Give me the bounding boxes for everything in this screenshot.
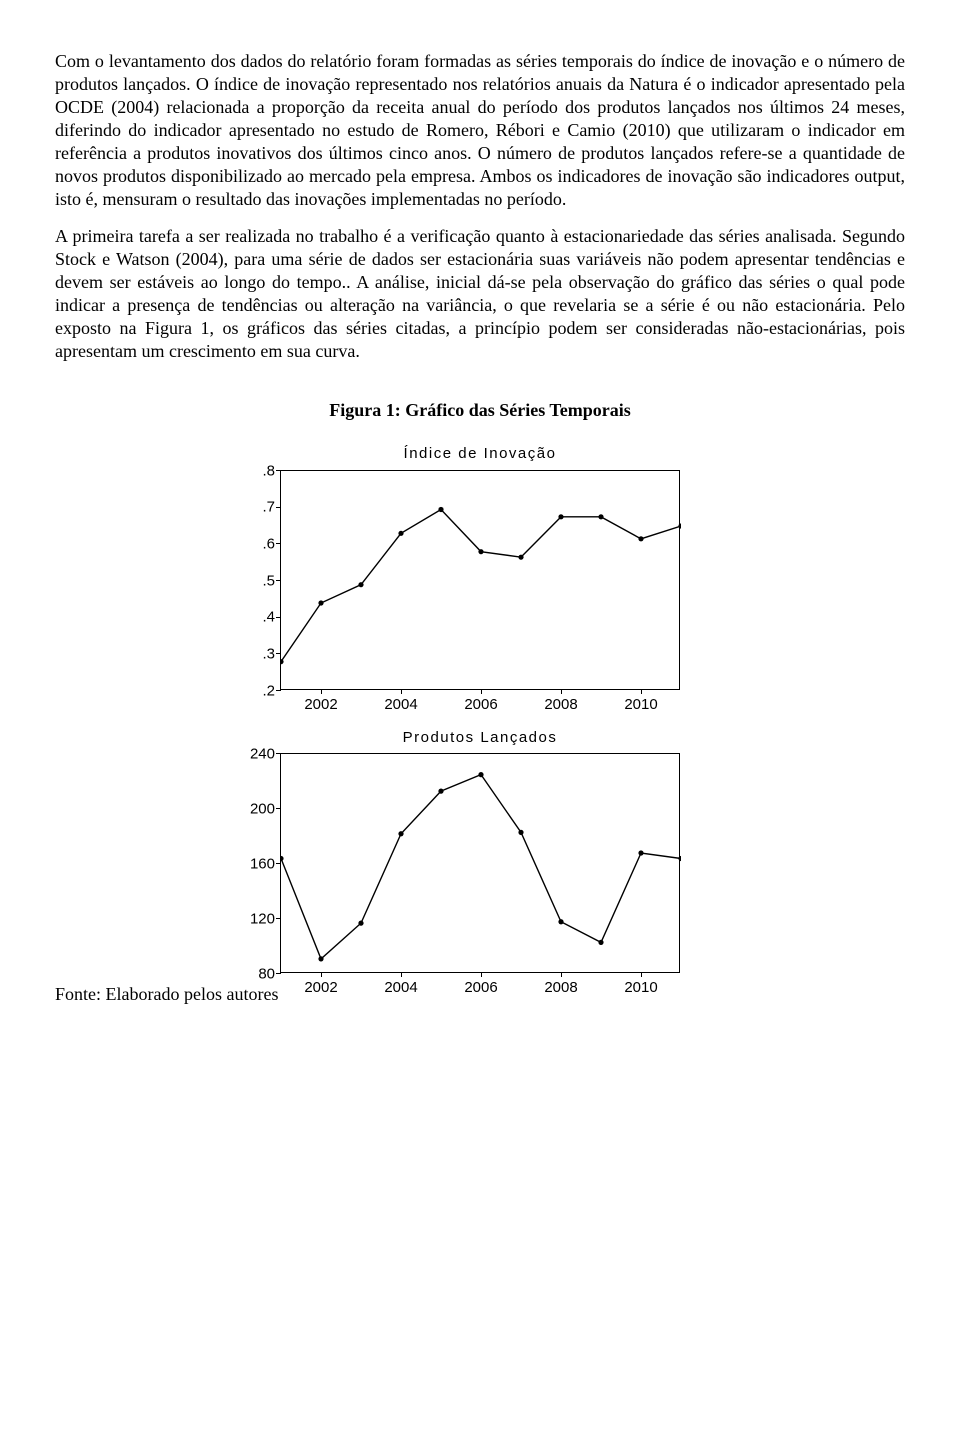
series-marker [518, 830, 523, 835]
paragraph-1: Com o levantamento dos dados do relatóri… [55, 50, 905, 211]
series-marker [358, 582, 363, 587]
x-tick-label: 2004 [384, 972, 417, 997]
y-tick-label: .4 [262, 608, 281, 627]
y-tick-label: .7 [262, 498, 281, 517]
chart-produtos: 8012016020024020022004200620082010 [280, 753, 680, 973]
x-tick-label: 2010 [624, 689, 657, 714]
series-marker [478, 549, 483, 554]
figure-source: Fonte: Elaborado pelos autores [55, 983, 278, 1006]
y-tick-label: .3 [262, 644, 281, 663]
figure-title: Figura 1: Gráfico das Séries Temporais [55, 399, 905, 422]
y-tick-label: .8 [262, 461, 281, 480]
series-marker [638, 850, 643, 855]
x-tick-label: 2004 [384, 689, 417, 714]
series-marker [518, 554, 523, 559]
series-marker [281, 856, 284, 861]
chart-inovacao: .2.3.4.5.6.7.820022004200620082010 [280, 470, 680, 690]
y-tick-label: 240 [250, 744, 281, 763]
y-tick-label: .6 [262, 534, 281, 553]
x-tick-label: 2006 [464, 972, 497, 997]
y-tick-label: .5 [262, 571, 281, 590]
series-marker [398, 530, 403, 535]
chart-inovacao-title: Índice de Inovação [404, 444, 557, 463]
chart-produtos-title: Produtos Lançados [403, 728, 558, 747]
x-tick-label: 2008 [544, 972, 577, 997]
series-marker [598, 514, 603, 519]
y-tick-label: 120 [250, 909, 281, 928]
y-tick-label: .2 [262, 681, 281, 700]
x-tick-label: 2002 [304, 972, 337, 997]
figure-container: Índice de Inovação .2.3.4.5.6.7.82002200… [55, 440, 905, 976]
chart-line-svg [281, 754, 681, 974]
series-line [281, 774, 681, 958]
y-tick-label: 200 [250, 799, 281, 818]
series-marker [678, 856, 681, 861]
series-marker [558, 919, 563, 924]
series-marker [438, 507, 443, 512]
series-marker [678, 523, 681, 528]
series-marker [638, 536, 643, 541]
paragraph-2: A primeira tarefa a ser realizada no tra… [55, 225, 905, 363]
series-marker [478, 772, 483, 777]
x-tick-label: 2008 [544, 689, 577, 714]
series-marker [318, 600, 323, 605]
y-tick-label: 80 [258, 964, 281, 983]
x-tick-label: 2002 [304, 689, 337, 714]
series-marker [358, 920, 363, 925]
x-tick-label: 2006 [464, 689, 497, 714]
y-tick-label: 160 [250, 854, 281, 873]
series-marker [438, 788, 443, 793]
series-marker [398, 831, 403, 836]
series-line [281, 509, 681, 661]
series-marker [281, 659, 284, 664]
series-marker [558, 514, 563, 519]
chart-line-svg [281, 471, 681, 691]
x-tick-label: 2010 [624, 972, 657, 997]
series-marker [598, 940, 603, 945]
series-marker [318, 956, 323, 961]
